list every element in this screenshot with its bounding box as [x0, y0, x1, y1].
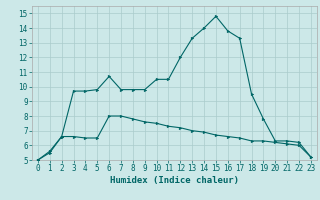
X-axis label: Humidex (Indice chaleur): Humidex (Indice chaleur) [110, 176, 239, 185]
